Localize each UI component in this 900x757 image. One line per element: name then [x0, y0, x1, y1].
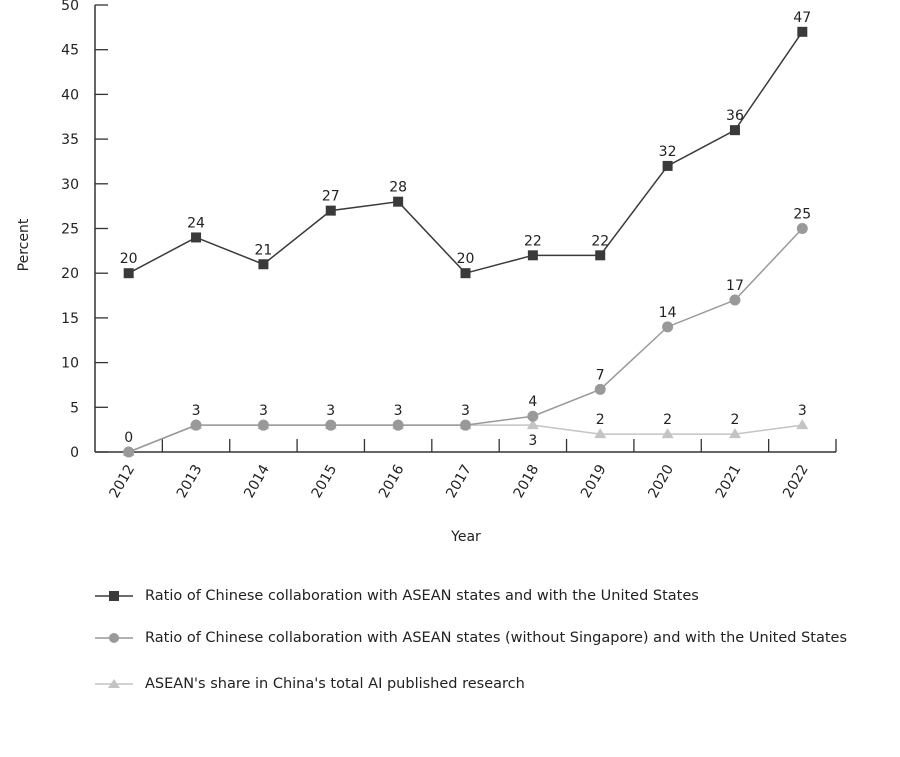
data-label: 21 [254, 242, 272, 258]
x-axis-label: Year [450, 529, 481, 545]
data-label: 20 [457, 251, 475, 267]
data-label: 32 [659, 144, 677, 160]
data-label: 7 [596, 367, 605, 383]
y-tick-label: 50 [61, 0, 79, 14]
data-label: 22 [524, 233, 542, 249]
data-label: 4 [528, 394, 537, 410]
data-point [325, 419, 337, 431]
data-label: 3 [192, 403, 201, 419]
x-tick-label: 2016 [376, 462, 408, 501]
x-tick-label: 2018 [511, 462, 543, 501]
x-tick-label: 2019 [578, 462, 610, 501]
data-point [527, 410, 539, 422]
data-point [661, 428, 674, 439]
data-label: 2 [663, 412, 672, 428]
y-tick-label: 0 [70, 445, 79, 461]
y-tick-label: 35 [61, 132, 79, 148]
data-label: 3 [394, 403, 403, 419]
data-label: 27 [322, 189, 340, 205]
data-label: 28 [389, 180, 407, 196]
legend-item-asean-no-singapore: Ratio of Chinese collaboration with ASEA… [95, 630, 847, 646]
data-point [190, 419, 202, 431]
x-tick-label: 2017 [443, 462, 475, 501]
y-tick-label: 45 [61, 43, 79, 59]
series-circle: 0 3 3 3 3 3 4 7 14 17 25 [123, 207, 811, 458]
series-square: 20 24 21 27 28 20 22 22 32 36 47 [120, 10, 811, 279]
circle-marker-icon [95, 633, 133, 643]
data-label: 2 [596, 412, 605, 428]
data-label: 3 [461, 403, 470, 419]
y-tick-label: 10 [61, 356, 79, 372]
data-label: 2 [730, 412, 739, 428]
data-point [662, 321, 674, 333]
data-label: 47 [793, 10, 811, 26]
data-point [796, 419, 809, 430]
data-label: 3 [259, 403, 268, 419]
legend-item-asean-us: Ratio of Chinese collaboration with ASEA… [95, 588, 699, 604]
y-tick-label: 20 [61, 266, 79, 282]
data-label: 36 [726, 108, 744, 124]
data-point [797, 26, 808, 37]
data-point [728, 428, 741, 439]
data-label: 14 [659, 305, 677, 321]
data-point [594, 428, 607, 439]
data-point [526, 419, 539, 430]
data-label: 3 [798, 403, 807, 419]
legend-label: Ratio of Chinese collaboration with ASEA… [145, 588, 699, 604]
legend-label: ASEAN's share in China's total AI publis… [145, 676, 525, 692]
x-tick-label: 2015 [309, 462, 341, 501]
x-tick-label: 2014 [241, 462, 273, 501]
data-label: 22 [591, 233, 609, 249]
x-tick-label: 2012 [106, 462, 138, 501]
x-tick-label: 2020 [645, 462, 677, 501]
data-point [258, 259, 269, 270]
data-label: 24 [187, 215, 205, 231]
legend-item-asean-share: ASEAN's share in China's total AI publis… [95, 676, 525, 692]
y-tick-label: 25 [61, 222, 79, 238]
y-axis-label: Percent [16, 218, 32, 271]
data-label: 0 [124, 430, 133, 446]
data-label: 20 [120, 251, 138, 267]
y-tick-label: 40 [61, 87, 79, 103]
data-point [325, 205, 336, 216]
data-point [527, 250, 538, 261]
data-point [729, 294, 741, 306]
x-tick-label: 2022 [780, 462, 812, 501]
series-line [128, 31, 803, 275]
data-point [460, 268, 471, 279]
data-point [393, 196, 404, 207]
data-point [729, 125, 740, 136]
data-point [123, 268, 134, 279]
data-label: 3 [528, 433, 537, 449]
data-point [392, 419, 404, 431]
data-point [595, 250, 606, 261]
x-tick-label: 2013 [174, 462, 206, 501]
data-point [796, 223, 808, 234]
data-point [460, 419, 471, 431]
y-tick-label: 30 [61, 177, 79, 193]
data-label: 3 [326, 403, 335, 419]
y-tick-label: 15 [61, 311, 79, 327]
data-point [594, 383, 606, 395]
square-marker-icon [95, 591, 133, 601]
data-point [257, 419, 269, 431]
data-point [191, 232, 202, 243]
y-tick-label: 5 [70, 400, 79, 416]
data-point [662, 160, 673, 171]
legend-label: Ratio of Chinese collaboration with ASEA… [145, 630, 848, 646]
x-tick-label: 2021 [713, 462, 745, 501]
data-label: 17 [726, 278, 744, 294]
data-label: 25 [793, 207, 811, 223]
data-point [123, 446, 135, 458]
triangle-marker-icon [95, 679, 133, 688]
